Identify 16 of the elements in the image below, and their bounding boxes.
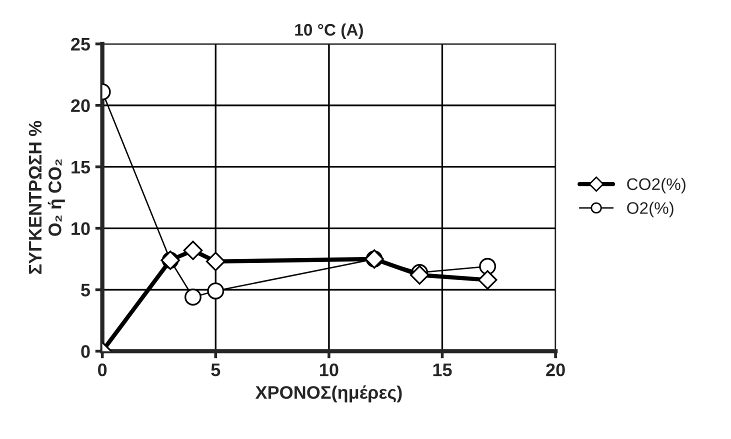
chart-title: 10 °C (A): [295, 23, 363, 40]
y-tick-label: 0: [81, 345, 90, 358]
x-tick-label: 5: [211, 364, 220, 376]
x-tick-label: 15: [433, 364, 452, 376]
x-tick-label: 10: [320, 363, 338, 376]
x-axis-title: ΧΡΟΝΟΣ(ημέρες): [255, 385, 402, 402]
y-tick-label: 20: [71, 99, 90, 112]
x-tick-label: 0: [98, 363, 107, 376]
legend-label: O2(%): [627, 202, 674, 218]
y-axis-title: ΣΥΓΚΕΝΤΡΩΣΗ % O₂ ή CO₂: [28, 120, 65, 274]
y-tick-label: 10: [72, 222, 90, 235]
y-tick-label: 5: [81, 284, 90, 296]
y-tick-label: 15: [72, 160, 90, 174]
x-tick-label: 20: [546, 363, 565, 376]
legend-label: CO2(%): [627, 178, 686, 194]
y-tick-label: 25: [71, 38, 90, 51]
